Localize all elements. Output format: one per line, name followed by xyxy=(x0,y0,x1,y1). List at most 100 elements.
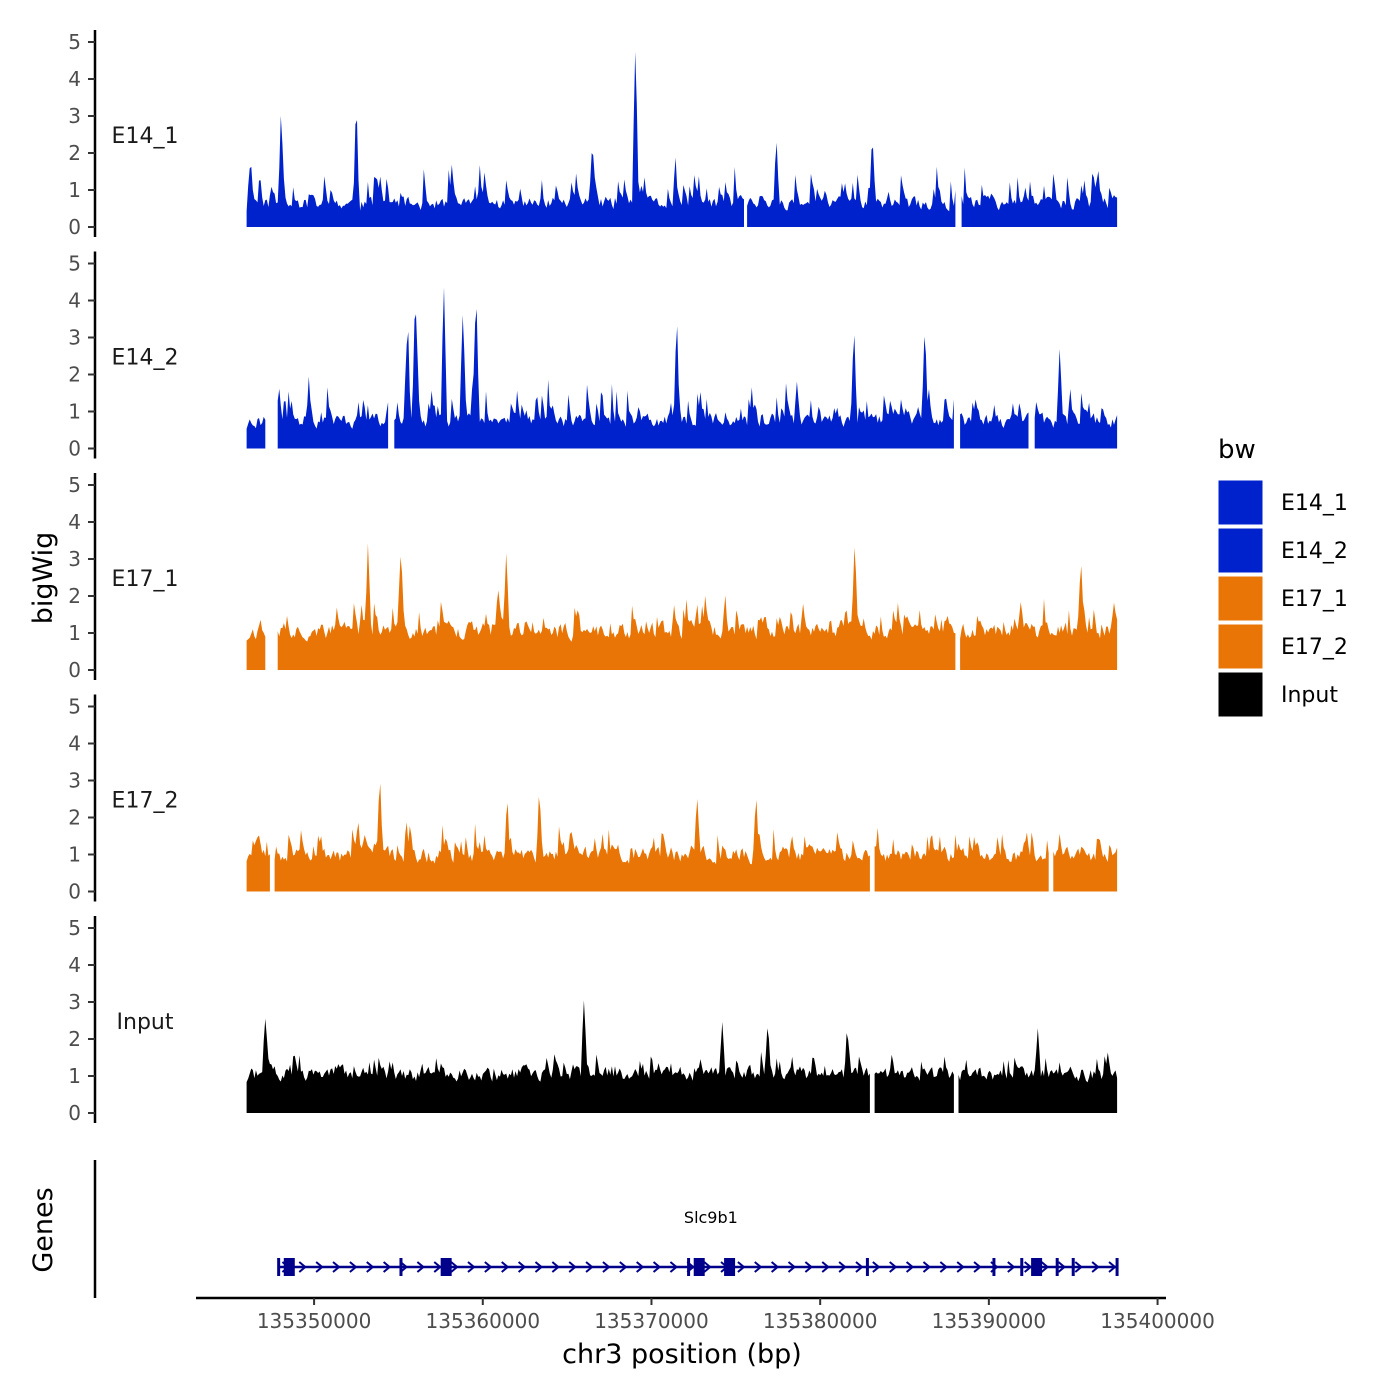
track-e14-1: 0 1 2 3 4 5 E14_1 xyxy=(68,30,1118,239)
strand-arrow xyxy=(484,1261,493,1273)
strand-arrow xyxy=(416,1261,425,1273)
legend-swatch xyxy=(1217,671,1264,718)
coverage-area xyxy=(961,167,1118,227)
y-axis-title: bigWig xyxy=(28,532,59,625)
track-label: E14_2 xyxy=(112,346,179,371)
legend-swatch xyxy=(1217,575,1264,622)
strand-arrow xyxy=(838,1261,847,1273)
coverage-area xyxy=(1034,348,1118,449)
exon xyxy=(865,1258,869,1276)
exon xyxy=(277,1258,281,1276)
strand-arrow xyxy=(501,1261,510,1273)
legend-swatch xyxy=(1217,527,1264,574)
strand-arrow xyxy=(1057,1261,1066,1273)
y-tick-label: 2 xyxy=(68,584,81,608)
exon xyxy=(1115,1258,1119,1276)
track-e17-2: 0 1 2 3 4 5 E17_2 xyxy=(68,694,1118,904)
y-tick-label: 0 xyxy=(68,215,81,239)
coverage-area xyxy=(874,1054,954,1113)
y-tick-label: 2 xyxy=(68,363,81,387)
coverage-area xyxy=(246,835,270,892)
exon xyxy=(687,1258,691,1276)
legend-title: bw xyxy=(1218,435,1256,465)
strand-arrow xyxy=(332,1261,341,1273)
exon xyxy=(440,1258,452,1276)
legend: bw E14_1 E14_2 E17_1 E17_2 Input xyxy=(1217,435,1348,718)
exon xyxy=(992,1258,996,1276)
coverage-area xyxy=(960,399,1029,449)
coverage-area xyxy=(960,565,1118,670)
strand-arrow xyxy=(787,1261,797,1273)
legend-label: Input xyxy=(1281,683,1338,708)
strand-arrow xyxy=(534,1261,544,1273)
strand-arrow xyxy=(450,1261,459,1273)
exon xyxy=(693,1258,705,1276)
strand-arrow xyxy=(737,1261,746,1273)
y-tick-label: 2 xyxy=(68,141,81,165)
strand-arrow xyxy=(922,1261,932,1273)
y-tick-label: 5 xyxy=(68,252,81,276)
exon xyxy=(283,1258,295,1276)
y-tick-label: 0 xyxy=(68,880,81,904)
coverage-area xyxy=(747,142,956,227)
strand-arrow xyxy=(551,1261,560,1273)
track-e17-1: 0 1 2 3 4 5 E17_1 xyxy=(68,473,1118,682)
strand-arrow xyxy=(1074,1261,1083,1273)
strand-arrow xyxy=(855,1261,864,1273)
gene-panel: Slc9b1 xyxy=(93,1160,1119,1298)
strand-arrow xyxy=(1108,1261,1117,1273)
strand-arrow xyxy=(973,1261,982,1273)
y-tick-label: 5 xyxy=(68,30,81,54)
coverage-area xyxy=(394,287,954,449)
y-tick-label: 1 xyxy=(68,1064,81,1088)
strand-arrow xyxy=(467,1261,476,1273)
y-tick-label: 3 xyxy=(68,547,81,571)
coverage-area xyxy=(874,827,1049,892)
strand-arrow xyxy=(1091,1261,1100,1273)
y-tick-label: 5 xyxy=(68,916,81,940)
coverage-area xyxy=(277,543,956,670)
y-tick-label: 0 xyxy=(68,437,81,461)
coverage-area xyxy=(246,619,266,670)
strand-arrow xyxy=(889,1261,898,1273)
strand-arrow xyxy=(905,1261,915,1273)
y-tick-label: 1 xyxy=(68,621,81,645)
coverage-area xyxy=(1053,833,1118,892)
y-tick-label: 1 xyxy=(68,178,81,202)
y-tick-label: 3 xyxy=(68,769,81,793)
strand-arrow xyxy=(652,1261,662,1273)
x-axis-title: chr3 position (bp) xyxy=(562,1339,802,1370)
x-tick-label: 135400000 xyxy=(1100,1309,1215,1333)
exon xyxy=(1055,1258,1059,1276)
track-e14-2: 0 1 2 3 4 5 E14_2 xyxy=(68,251,1118,461)
exon xyxy=(1020,1258,1024,1276)
track-label: E17_1 xyxy=(112,567,179,592)
strand-arrow xyxy=(585,1261,594,1273)
strand-arrow xyxy=(382,1261,392,1273)
strand-arrow xyxy=(366,1261,375,1273)
exon xyxy=(1031,1258,1043,1276)
track-label: E17_2 xyxy=(112,789,179,814)
strand-arrow xyxy=(703,1261,712,1273)
legend-label: E14_1 xyxy=(1281,491,1348,516)
y-tick-label: 1 xyxy=(68,400,81,424)
coverage-area xyxy=(274,783,870,892)
y-tick-label: 5 xyxy=(68,695,81,719)
legend-label: E17_2 xyxy=(1281,635,1348,660)
y-tick-label: 4 xyxy=(68,67,81,91)
y-tick-label: 3 xyxy=(68,104,81,128)
strand-arrow xyxy=(568,1261,577,1273)
y-tick-label: 3 xyxy=(68,326,81,350)
strand-arrow xyxy=(619,1261,628,1273)
track-input: 0 1 2 3 4 5 Input xyxy=(68,916,1118,1125)
strand-arrow xyxy=(602,1261,611,1273)
gene-label: Slc9b1 xyxy=(684,1208,738,1227)
y-tick-label: 4 xyxy=(68,953,81,977)
strand-arrow xyxy=(770,1261,780,1273)
strand-arrow xyxy=(349,1261,358,1273)
strand-arrow xyxy=(636,1261,645,1273)
exon xyxy=(1071,1258,1075,1276)
genes-axis-title: Genes xyxy=(28,1187,59,1272)
y-tick-label: 4 xyxy=(68,732,81,756)
y-tick-label: 0 xyxy=(68,658,81,682)
